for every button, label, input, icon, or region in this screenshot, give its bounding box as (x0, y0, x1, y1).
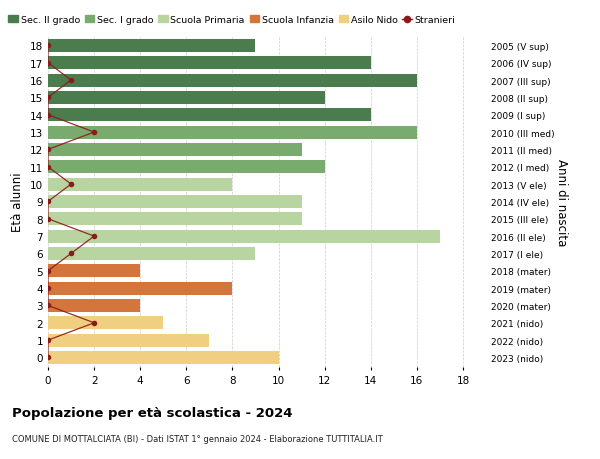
Point (43, 216, 53, 223)
Bar (48, 282, 232, 295)
Bar (48, 299, 140, 312)
Bar (48, 213, 302, 226)
Point (43, 43, 53, 50)
Point (89, 319, 99, 327)
Bar (48, 334, 209, 347)
Y-axis label: Età alunni: Età alunni (11, 172, 25, 232)
Point (43, 146, 53, 154)
Bar (48, 351, 278, 364)
Point (43, 112, 53, 119)
Point (43, 95, 53, 102)
Point (43, 198, 53, 206)
Bar (48, 144, 302, 157)
Y-axis label: Anni di nascita: Anni di nascita (556, 158, 568, 246)
Bar (48, 109, 371, 122)
Bar (48, 40, 256, 53)
Point (66, 181, 76, 188)
Text: COMUNE DI MOTTALCIATA (BI) - Dati ISTAT 1° gennaio 2024 - Elaborazione TUTTITALI: COMUNE DI MOTTALCIATA (BI) - Dati ISTAT … (12, 434, 383, 443)
Bar (48, 265, 140, 278)
Bar (48, 92, 325, 105)
Point (43, 164, 53, 171)
Point (43, 337, 53, 344)
Point (43, 302, 53, 309)
Bar (48, 317, 163, 330)
Legend: Sec. II grado, Sec. I grado, Scuola Primaria, Scuola Infanzia, Asilo Nido, Stran: Sec. II grado, Sec. I grado, Scuola Prim… (5, 12, 459, 29)
Point (66, 77, 76, 84)
Point (89, 233, 99, 240)
Point (43, 354, 53, 361)
Bar (48, 247, 256, 260)
Bar (48, 196, 302, 208)
Bar (48, 74, 417, 87)
Point (89, 129, 99, 136)
Bar (48, 57, 371, 70)
Bar (48, 230, 440, 243)
Bar (48, 161, 325, 174)
Point (43, 268, 53, 275)
Bar (48, 126, 417, 139)
Point (66, 250, 76, 257)
Point (43, 285, 53, 292)
Point (43, 60, 53, 67)
Bar (48, 178, 232, 191)
Text: Popolazione per età scolastica - 2024: Popolazione per età scolastica - 2024 (12, 406, 293, 419)
